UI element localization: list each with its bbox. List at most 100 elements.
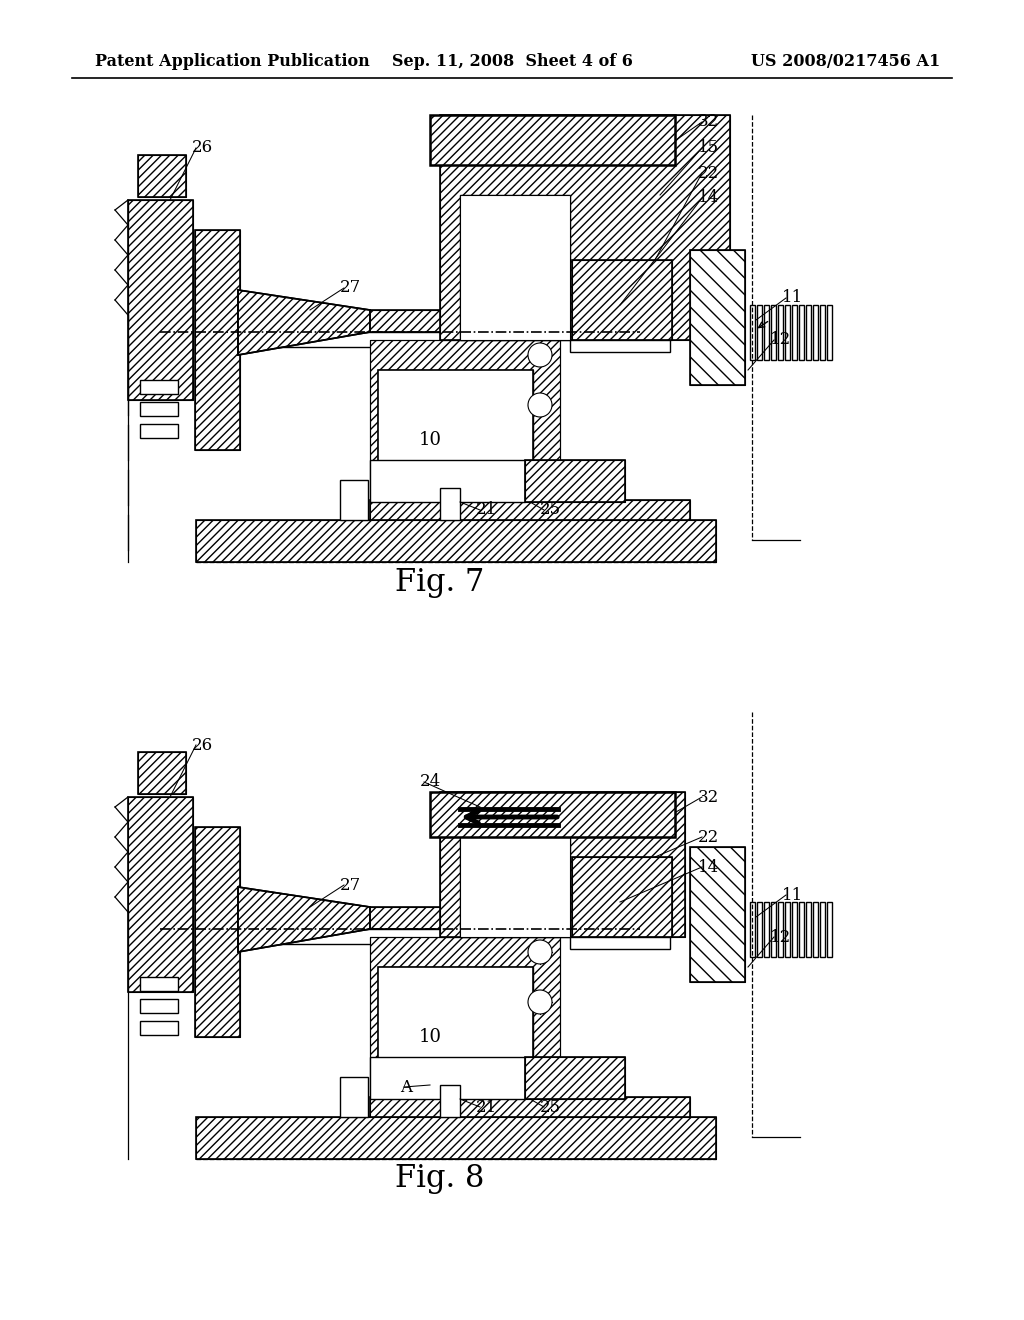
Bar	[140, 999, 178, 1012]
Bar	[460, 832, 570, 937]
Bar	[572, 260, 672, 341]
Bar	[440, 792, 685, 937]
Bar	[771, 305, 776, 360]
Bar	[460, 832, 570, 937]
Bar	[690, 249, 745, 385]
Text: 11: 11	[782, 887, 803, 903]
Bar	[827, 305, 831, 360]
Bar	[778, 305, 783, 360]
Bar	[806, 305, 811, 360]
Text: 11: 11	[782, 289, 803, 306]
Bar	[750, 305, 755, 360]
Bar	[195, 230, 240, 450]
Bar	[799, 305, 804, 360]
Bar	[238, 333, 518, 347]
Bar	[138, 752, 186, 795]
Bar	[757, 902, 762, 957]
Text: Patent Application Publication: Patent Application Publication	[95, 54, 370, 70]
Text: 14: 14	[698, 190, 719, 206]
Bar	[430, 792, 675, 837]
Bar	[195, 828, 240, 1038]
Bar	[238, 907, 518, 929]
Bar	[430, 115, 675, 165]
Bar	[440, 792, 685, 937]
Bar	[195, 828, 240, 1038]
Bar	[140, 1020, 178, 1035]
Text: 24: 24	[420, 774, 441, 791]
Bar	[140, 403, 178, 416]
Bar	[196, 1117, 716, 1159]
Bar	[750, 902, 755, 957]
Bar	[138, 154, 186, 197]
Bar	[140, 380, 178, 393]
Bar	[378, 370, 534, 500]
Bar	[460, 195, 570, 341]
Bar	[460, 195, 570, 341]
Bar	[572, 260, 672, 341]
Bar	[138, 752, 186, 795]
Bar	[813, 305, 818, 360]
Bar	[430, 792, 675, 837]
Bar	[785, 305, 790, 360]
Text: Fig. 7: Fig. 7	[395, 566, 484, 598]
Bar	[370, 1097, 690, 1147]
Bar	[370, 341, 560, 520]
Bar	[570, 341, 670, 352]
Bar	[238, 907, 518, 929]
Text: Sep. 11, 2008  Sheet 4 of 6: Sep. 11, 2008 Sheet 4 of 6	[391, 54, 633, 70]
Bar	[140, 977, 178, 991]
Bar	[440, 115, 730, 341]
Bar	[525, 459, 625, 502]
Text: Fig. 8: Fig. 8	[395, 1163, 484, 1195]
Bar	[820, 902, 825, 957]
Bar	[238, 929, 518, 944]
Text: 10: 10	[419, 432, 441, 449]
Bar	[827, 902, 831, 957]
Bar	[378, 968, 534, 1097]
Bar	[378, 968, 534, 1097]
Text: 21: 21	[476, 1098, 498, 1115]
Bar	[690, 847, 745, 982]
Bar	[440, 488, 460, 520]
Bar	[370, 937, 560, 1117]
Bar	[792, 305, 797, 360]
Bar	[525, 1057, 625, 1100]
Circle shape	[528, 940, 552, 964]
Circle shape	[528, 343, 552, 367]
Bar	[238, 310, 518, 333]
Bar	[370, 1057, 525, 1100]
Bar	[370, 1097, 690, 1147]
Bar	[370, 459, 525, 502]
Bar	[140, 424, 178, 438]
Bar	[195, 230, 240, 450]
Bar	[813, 902, 818, 957]
Bar	[340, 480, 368, 520]
Bar	[778, 902, 783, 957]
Text: US 2008/0217456 A1: US 2008/0217456 A1	[751, 54, 940, 70]
Text: 15: 15	[698, 140, 719, 157]
Bar	[440, 115, 730, 341]
Text: 32: 32	[698, 788, 719, 805]
Bar	[799, 902, 804, 957]
Text: 26: 26	[193, 140, 213, 157]
Text: 22: 22	[698, 829, 719, 846]
Bar	[792, 902, 797, 957]
Bar	[196, 520, 716, 562]
Bar	[340, 1077, 368, 1117]
Bar	[757, 305, 762, 360]
Bar	[820, 305, 825, 360]
Text: 22: 22	[698, 165, 719, 181]
Bar	[806, 902, 811, 957]
Circle shape	[528, 990, 552, 1014]
Bar	[128, 201, 193, 400]
Text: 25: 25	[540, 1098, 561, 1115]
Bar	[440, 1085, 460, 1117]
Bar	[690, 249, 745, 385]
Text: 32: 32	[698, 114, 719, 131]
Bar	[430, 115, 675, 165]
Text: A: A	[400, 1078, 412, 1096]
Polygon shape	[238, 887, 370, 952]
Bar	[525, 459, 625, 502]
Bar	[771, 902, 776, 957]
Bar	[370, 500, 690, 550]
